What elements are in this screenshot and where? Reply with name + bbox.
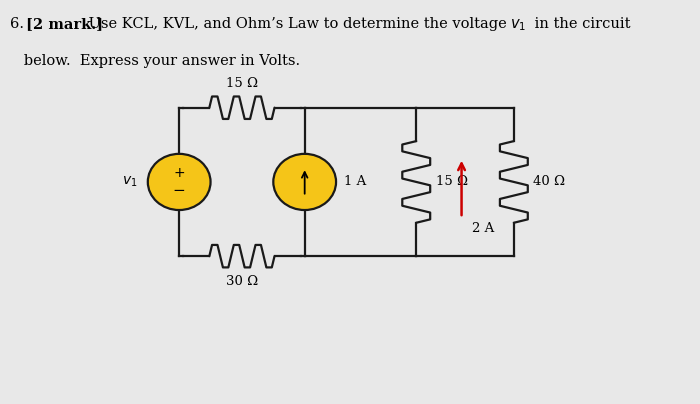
Text: −: − (173, 183, 186, 198)
Text: $v_1$: $v_1$ (122, 175, 137, 189)
Text: 15 Ω: 15 Ω (436, 175, 468, 188)
Text: Use KCL, KVL, and Ohm’s Law to determine the voltage: Use KCL, KVL, and Ohm’s Law to determine… (84, 17, 511, 32)
Text: in the circuit: in the circuit (530, 17, 631, 32)
Text: 40 Ω: 40 Ω (533, 175, 566, 188)
Text: 2 A: 2 A (472, 222, 494, 235)
Text: [2 mark.]: [2 mark.] (26, 17, 103, 32)
Ellipse shape (273, 154, 336, 210)
Text: 15 Ω: 15 Ω (226, 77, 258, 90)
Text: 30 Ω: 30 Ω (226, 276, 258, 288)
Text: 6.: 6. (10, 17, 29, 32)
Text: $v_1$: $v_1$ (510, 17, 526, 33)
Text: 1 A: 1 A (344, 175, 367, 188)
Text: below.  Express your answer in Volts.: below. Express your answer in Volts. (10, 54, 300, 67)
Ellipse shape (148, 154, 211, 210)
Text: +: + (174, 166, 185, 180)
